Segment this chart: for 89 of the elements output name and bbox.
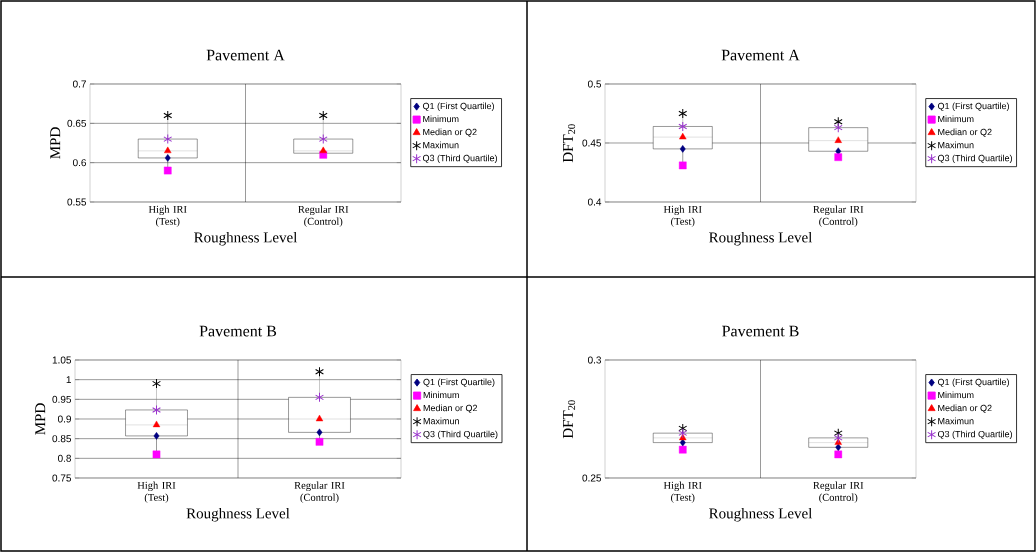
y-axis-title: MPD xyxy=(35,403,46,435)
chart-title: Pavement A xyxy=(206,49,285,61)
legend-label: Q1 (First Quartile) xyxy=(937,378,1009,387)
point xyxy=(152,378,161,389)
y-tick-label: 1.05 xyxy=(52,356,72,364)
point xyxy=(315,366,324,377)
legend-label: Median or Q2 xyxy=(423,404,478,413)
y-tick-label: 0.5 xyxy=(587,80,602,88)
point xyxy=(833,122,843,133)
point xyxy=(153,432,160,440)
point xyxy=(316,428,323,437)
point xyxy=(318,110,328,121)
point xyxy=(678,121,688,132)
point xyxy=(678,428,688,439)
x-tick-label: Regular IRI (Control) xyxy=(298,205,349,228)
legend-label: Q1 (First Quartile) xyxy=(422,102,494,111)
point xyxy=(152,420,161,428)
legend-label: Median or Q2 xyxy=(423,128,477,137)
point xyxy=(679,132,687,140)
y-tick-label: 0.65 xyxy=(67,119,87,127)
legend-label: Q3 (Third Quartile) xyxy=(937,154,1012,164)
y-tick-label: 0.6 xyxy=(72,159,87,167)
legend-label: Minimum xyxy=(423,391,459,399)
x-tick-label: Regular IRI (Control) xyxy=(813,481,864,504)
point xyxy=(164,154,171,162)
point xyxy=(835,443,842,452)
point xyxy=(163,110,173,121)
point xyxy=(678,445,687,454)
point xyxy=(152,450,161,459)
y-tick-label: 0.25 xyxy=(582,474,602,482)
point xyxy=(678,423,688,434)
x-tick-label: High IRI (Test) xyxy=(663,481,702,504)
point xyxy=(678,161,687,170)
x-axis-title: Roughness Level xyxy=(709,231,813,246)
point xyxy=(152,404,161,415)
legend-label: Maximun xyxy=(938,417,974,425)
x-axis-title: Roughness Level xyxy=(186,507,290,522)
legend-label: Q3 (Third Quartile) xyxy=(422,154,497,164)
point xyxy=(833,116,843,127)
legend-label: Maximun xyxy=(423,417,459,425)
point xyxy=(834,153,843,161)
x-tick-label: Regular IRI (Control) xyxy=(294,481,345,504)
x-axis-title: Roughness Level xyxy=(194,231,298,246)
y-tick-label: 0.95 xyxy=(52,395,72,403)
point xyxy=(318,134,328,145)
point xyxy=(164,146,172,154)
y-tick-label: 1 xyxy=(66,376,71,384)
legend-label: Median or Q2 xyxy=(938,128,992,137)
x-axis-title: Roughness Level xyxy=(709,507,813,522)
point xyxy=(163,134,173,145)
point xyxy=(678,108,688,119)
y-tick-label: 0.85 xyxy=(52,435,72,443)
x-tick-label: High IRI (Test) xyxy=(148,205,187,228)
legend-label: Q1 (First Quartile) xyxy=(937,102,1009,111)
x-tick-label: High IRI (Test) xyxy=(137,481,176,504)
chart-title: Pavement B xyxy=(722,325,799,337)
legend-label: Minimum xyxy=(423,115,459,123)
y-axis-title: DFT$_{20}$ xyxy=(563,124,576,163)
legend-label: Median or Q2 xyxy=(938,404,992,413)
y-tick-label: 0.8 xyxy=(57,454,72,462)
legend-label: Q1 (First Quartile) xyxy=(423,378,495,387)
chart-title: Pavement B xyxy=(199,325,277,337)
y-axis-title: DFT$_{20}$ xyxy=(563,400,576,439)
point xyxy=(163,166,172,175)
legend-label: Maximun xyxy=(423,141,459,149)
point xyxy=(833,432,843,443)
legend-label: Minimum xyxy=(938,115,974,123)
point xyxy=(834,450,843,459)
y-tick-label: 0.9 xyxy=(57,415,71,423)
y-tick-label: 0.4 xyxy=(587,198,602,206)
y-tick-label: 0.7 xyxy=(72,80,86,88)
legend-label: Minimum xyxy=(938,391,974,399)
y-tick-label: 0.3 xyxy=(587,356,602,364)
point xyxy=(679,145,686,153)
point xyxy=(315,438,324,446)
x-tick-label: High IRI (Test) xyxy=(663,205,702,228)
y-tick-label: 0.55 xyxy=(67,198,87,206)
point xyxy=(315,392,324,403)
legend-label: Q3 (Third Quartile) xyxy=(423,430,498,440)
chart-title: Pavement A xyxy=(721,49,800,61)
x-tick-label: Regular IRI (Control) xyxy=(813,205,864,228)
y-tick-label: 0.45 xyxy=(582,139,602,147)
y-tick-label: 0.75 xyxy=(52,474,72,482)
legend-label: Maximun xyxy=(938,141,974,149)
y-axis-title: MPD xyxy=(50,127,61,159)
point xyxy=(315,414,324,422)
point xyxy=(834,136,842,143)
point xyxy=(319,146,327,154)
legend-label: Q3 (Third Quartile) xyxy=(937,430,1012,440)
